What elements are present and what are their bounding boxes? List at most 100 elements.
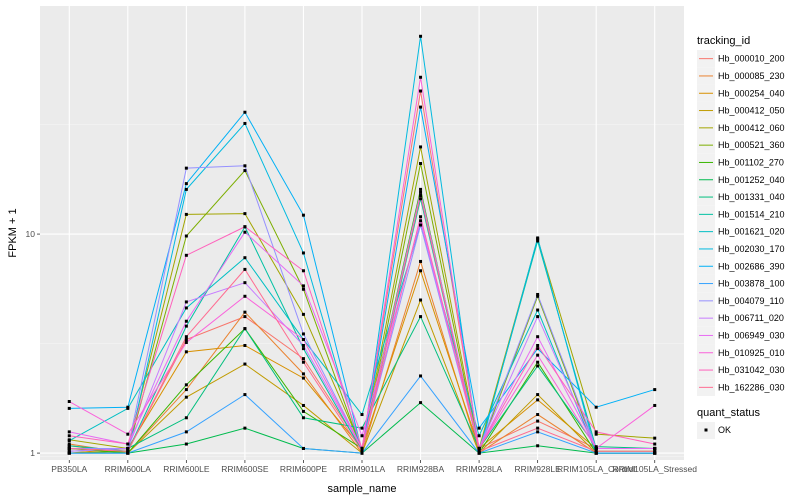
data-point xyxy=(243,169,247,173)
legend-item: Hb_001331_040 xyxy=(697,188,785,206)
data-point xyxy=(536,398,540,402)
data-point xyxy=(184,324,188,328)
x-tick-label: RRIM105LA_Control xyxy=(557,464,636,474)
data-point xyxy=(243,225,247,229)
x-axis: PB350LA RRIM600LA RRIM600LE RRIM600SE RRIM60… xyxy=(51,460,697,474)
legend-item: Hb_000254_040 xyxy=(697,84,785,102)
series-points xyxy=(67,34,657,455)
legend-label: Hb_000412_050 xyxy=(718,106,785,116)
point-legend-title: quant_status xyxy=(697,407,760,419)
legend-item: Hb_001102_270 xyxy=(697,153,784,172)
legend-item: Hb_001252_040 xyxy=(697,171,785,189)
data-point xyxy=(360,446,364,450)
data-point xyxy=(536,426,540,430)
data-point xyxy=(594,405,598,409)
data-point xyxy=(243,327,247,331)
data-point xyxy=(184,335,188,339)
data-point xyxy=(536,292,540,296)
data-point xyxy=(126,449,130,453)
data-point xyxy=(594,451,598,455)
data-point xyxy=(243,315,247,319)
data-point xyxy=(477,451,481,455)
legend-item: Hb_031042_030 xyxy=(697,361,785,379)
data-point xyxy=(536,347,540,351)
data-point xyxy=(243,426,247,430)
data-point xyxy=(594,446,598,450)
x-tick-label: RRIM600LA xyxy=(105,464,152,474)
data-point xyxy=(184,234,188,238)
data-point xyxy=(536,413,540,417)
data-point xyxy=(536,343,540,347)
data-point xyxy=(419,105,423,109)
data-point xyxy=(184,395,188,399)
data-point xyxy=(536,444,540,448)
legend-label: Hb_006949_030 xyxy=(718,330,785,340)
data-point xyxy=(419,298,423,302)
data-point xyxy=(477,449,481,453)
data-point xyxy=(653,436,657,440)
legend-label: Hb_001621_020 xyxy=(718,227,785,237)
legend-items: Hb_000010_200 Hb_000085_230 Hb_000254_040 H… xyxy=(697,50,785,396)
legend-label: Hb_001102_270 xyxy=(718,157,784,167)
data-point xyxy=(419,89,423,93)
legend-label: Hb_000010_200 xyxy=(718,54,785,64)
data-point xyxy=(184,388,188,392)
legend-label: Hb_003878_100 xyxy=(718,279,785,289)
data-point xyxy=(67,400,71,404)
data-point xyxy=(184,350,188,354)
data-point xyxy=(419,75,423,79)
data-point xyxy=(67,439,71,443)
data-point xyxy=(419,315,423,319)
data-point xyxy=(243,281,247,285)
data-point xyxy=(184,187,188,191)
data-point xyxy=(419,197,423,201)
legend-label: Hb_004079_110 xyxy=(718,296,784,306)
legend-label: Hb_002030_170 xyxy=(718,244,785,254)
data-point xyxy=(301,376,305,380)
data-point xyxy=(67,446,71,450)
data-point xyxy=(419,187,423,191)
data-point xyxy=(243,294,247,298)
data-point xyxy=(653,451,657,455)
data-point xyxy=(243,393,247,397)
data-point xyxy=(419,259,423,263)
data-point xyxy=(184,166,188,170)
legend-item: Hb_001621_020 xyxy=(697,223,785,241)
data-point xyxy=(536,360,540,364)
x-axis-title: sample_name xyxy=(327,483,396,495)
data-point xyxy=(360,426,364,430)
y-axis: 1 10 xyxy=(26,229,40,458)
grid xyxy=(40,6,684,460)
legend-label: Hb_002686_390 xyxy=(718,261,785,271)
x-tick-label: PB350LA xyxy=(51,464,87,474)
data-point xyxy=(126,442,130,446)
data-point xyxy=(536,239,540,243)
x-tick-label: RRIM928BA xyxy=(397,464,445,474)
legend-label: Hb_000521_360 xyxy=(718,140,785,150)
data-point xyxy=(301,357,305,361)
data-point xyxy=(419,269,423,273)
data-point xyxy=(360,451,364,455)
data-point xyxy=(184,300,188,304)
legend-item: Hb_000521_360 xyxy=(697,136,785,154)
legend-label: Hb_001514_210 xyxy=(718,209,785,219)
data-point xyxy=(301,446,305,450)
data-point xyxy=(594,449,598,453)
data-point xyxy=(536,294,540,298)
data-point xyxy=(419,145,423,149)
data-point xyxy=(301,360,305,364)
legend-label: Hb_001331_040 xyxy=(718,192,785,202)
data-point xyxy=(301,416,305,420)
x-tick-label: RRIM600LE xyxy=(163,464,210,474)
data-point xyxy=(536,335,540,339)
data-point xyxy=(419,219,423,223)
data-point xyxy=(360,434,364,438)
data-point xyxy=(184,416,188,420)
y-tick-label: 1 xyxy=(30,448,35,458)
legend-item: Hb_006711_020 xyxy=(697,309,784,327)
legend-item: Hb_000010_200 xyxy=(697,50,785,68)
data-point xyxy=(477,426,481,430)
data-point xyxy=(184,182,188,186)
x-tick-label: RRIM928LE xyxy=(514,464,561,474)
data-point xyxy=(419,223,423,227)
